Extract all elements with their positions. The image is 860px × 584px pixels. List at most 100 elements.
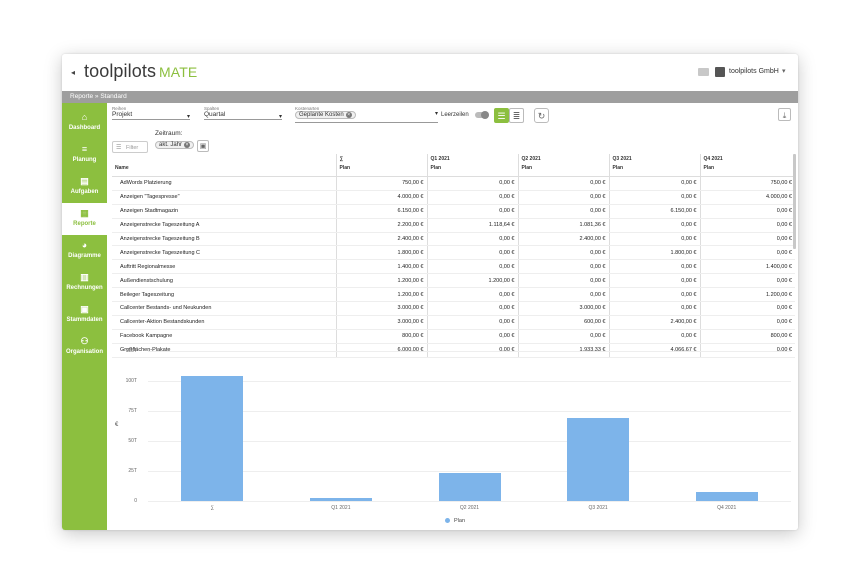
value-cell: 0,00 € (426, 315, 518, 330)
row-name-cell: Auftritt Regionalmesse (112, 259, 336, 275)
column-subtitle: Plan (339, 165, 351, 171)
column-header[interactable]: ∑ Plan (335, 154, 427, 177)
cols-select[interactable]: Spalten Quartal ▾ (204, 106, 282, 120)
grid-line (148, 471, 791, 472)
chart-bar[interactable] (181, 376, 244, 501)
value-cell: 0,00 € (699, 301, 795, 316)
value-cell: 1.200,00 € (426, 273, 518, 289)
top-bar: ◂ toolpilots MATE toolpilots GmbH ▾ (62, 54, 798, 91)
user-icon[interactable] (715, 67, 725, 77)
column-header[interactable]: Name (112, 154, 336, 177)
sidebar-item-rechnungen[interactable]: ▥ Rechnungen (62, 267, 107, 299)
row-name-cell: Anzeigenstrecke Tageszeitung A (112, 218, 336, 233)
value-cell: 0,00 € (517, 190, 609, 205)
table-row[interactable]: Anzeigenstrecke Tageszeitung B 2.400,00 €… (112, 232, 795, 247)
table-row[interactable]: Außendienstschulung 1.200,00 €1.200,00 €0… (112, 273, 795, 289)
cols-value: Quartal (204, 111, 282, 120)
column-header[interactable]: Q3 2021 Plan (608, 154, 700, 177)
table-row[interactable]: Anzeigenstrecke Tageszeitung A 2.200,00 €… (112, 218, 795, 233)
period-chip-label: akt. Jahr (159, 142, 183, 148)
value-cell: 0,00 € (517, 329, 609, 344)
app-window: ◂ toolpilots MATE toolpilots GmbH ▾ Repor… (62, 54, 798, 530)
save-icon[interactable]: ▣ (197, 140, 209, 152)
chart-bar[interactable] (438, 473, 501, 501)
filter-placeholder: Filter (126, 145, 139, 151)
chip-remove-icon[interactable]: × (184, 142, 191, 148)
value-cell: 800,00 € (335, 329, 427, 344)
sidebar-item-diagramme[interactable]: ◕ Diagramme (62, 235, 107, 267)
sidebar-item-aufgaben[interactable]: ▤ Aufgaben (62, 171, 107, 203)
chip-remove-icon[interactable]: × (345, 112, 352, 118)
value-cell: 2.400,00 € (517, 232, 609, 247)
value-cell: 0,00 € (699, 232, 795, 247)
back-arrow-icon[interactable]: ◂ (71, 68, 76, 77)
table-row[interactable]: Anzeigen "Tagespresse" 4.000,00 €0,00 €0,… (112, 190, 795, 205)
sidebar-item-organisation[interactable]: ⚇ Organisation (62, 331, 107, 363)
company-name[interactable]: toolpilots GmbH (729, 68, 779, 75)
table-row[interactable]: Anzeigenstrecke Tageszeitung C 1.800,00 €… (112, 245, 795, 261)
table-row[interactable]: Callcenter Bestands- und Neukunden 3.000,… (112, 301, 795, 316)
chevron-down-icon[interactable]: ▾ (782, 68, 786, 75)
value-cell: 0,00 € (699, 245, 795, 261)
column-header[interactable]: Q2 2021 Plan (517, 154, 609, 177)
table-row[interactable]: Callcenter-Aktion Bestandskunden 3.000,00… (112, 315, 795, 330)
filter-input[interactable]: ☰ Filter (112, 141, 148, 153)
value-cell: 4.000,00 € (335, 190, 427, 205)
sidebar-item-planung[interactable]: ≡ Planung (62, 139, 107, 171)
sidebar-item-label: Organisation (65, 349, 103, 355)
value-cell: 1.400,00 € (335, 259, 427, 275)
value-cell: 0,00 € (426, 329, 518, 344)
empty-rows-toggle[interactable] (475, 111, 489, 119)
value-cell: 0,00 € (426, 245, 518, 261)
value-cell: 0,00 € (426, 287, 518, 303)
chart-bar[interactable] (567, 418, 630, 501)
grid-line (148, 501, 791, 502)
period-chip[interactable]: akt. Jahr × (155, 141, 195, 149)
column-header[interactable]: Q1 2021 Plan (426, 154, 518, 177)
dropdown-arrow-icon: ▾ (186, 114, 190, 120)
table-row[interactable]: AdWords Platzierung 750,00 €0,00 €0,00 €0… (112, 176, 795, 191)
row-name-cell: Callcenter Bestands- und Neukunden (112, 301, 336, 316)
row-name-cell: Facebook Kampagne (112, 329, 336, 344)
tree-view-icon[interactable]: ≣ (509, 108, 524, 123)
value-cell: 4.066,67 € (608, 343, 700, 358)
value-cell: 6.000,00 € (335, 343, 427, 358)
column-title: Name (115, 165, 129, 171)
value-cell: 0,00 € (426, 176, 518, 191)
sidebar-item-dashboard[interactable]: ⌂ Dashboard (62, 107, 107, 139)
value-cell: 0,00 € (608, 273, 700, 289)
value-cell: 0,00 € (517, 176, 609, 191)
value-cell: 2.400,00 € (335, 232, 427, 247)
sidebar-item-label: Rechnungen (66, 285, 103, 291)
value-cell: 1.400,00 € (699, 259, 795, 275)
list-view-icon[interactable]: ☰ (494, 108, 509, 123)
table-row[interactable]: Auftritt Regionalmesse 1.400,00 €0,00 €0,… (112, 259, 795, 275)
table-row[interactable]: Großflächen-Plakate 6.000,00 €0,00 €1.933… (112, 343, 795, 358)
sidebar-item-stammdaten[interactable]: ▣ Stammdaten (62, 299, 107, 331)
row-name-cell: Anzeigen Stadtmagazin (112, 204, 336, 219)
y-tick-label: 50T (128, 438, 137, 444)
logo-main: toolpilots (84, 61, 157, 81)
column-header[interactable]: Q4 2021 Plan (699, 154, 795, 177)
table-row[interactable]: Beileger Tageszeitung 1.200,00 €0,00 €0,0… (112, 287, 795, 303)
value-cell: 1.118,64 € (426, 218, 518, 233)
value-cell: 0,00 € (699, 343, 795, 358)
rows-select[interactable]: Reihen Projekt ▾ (112, 106, 190, 120)
refresh-icon[interactable]: ↻ (534, 108, 549, 123)
column-title: Q4 2021 (703, 156, 723, 162)
costtype-chip[interactable]: Geplante Kosten × (295, 111, 356, 119)
chart-legend[interactable]: Plan (445, 518, 465, 524)
table-row[interactable]: Facebook Kampagne 800,00 €0,00 €0,00 €0,0… (112, 329, 795, 344)
row-name-cell: Beileger Tageszeitung (112, 287, 336, 303)
message-icon[interactable] (698, 68, 709, 76)
chart-bar[interactable] (309, 498, 372, 501)
download-icon[interactable]: ⤓ (778, 108, 791, 121)
table-scrollbar[interactable] (793, 154, 796, 249)
y-tick-label: 100T (125, 378, 137, 384)
table-row[interactable]: Anzeigen Stadtmagazin 6.150,00 €0,00 €0,0… (112, 204, 795, 219)
sidebar-item-reporte[interactable]: ▦ Reporte (62, 203, 107, 235)
costtype-select[interactable]: Kostenarten Geplante Kosten × ▾ (295, 106, 438, 123)
sidebar-item-label: Stammdaten (66, 317, 103, 323)
chart-bar[interactable] (695, 492, 758, 501)
grid-line (148, 441, 791, 442)
